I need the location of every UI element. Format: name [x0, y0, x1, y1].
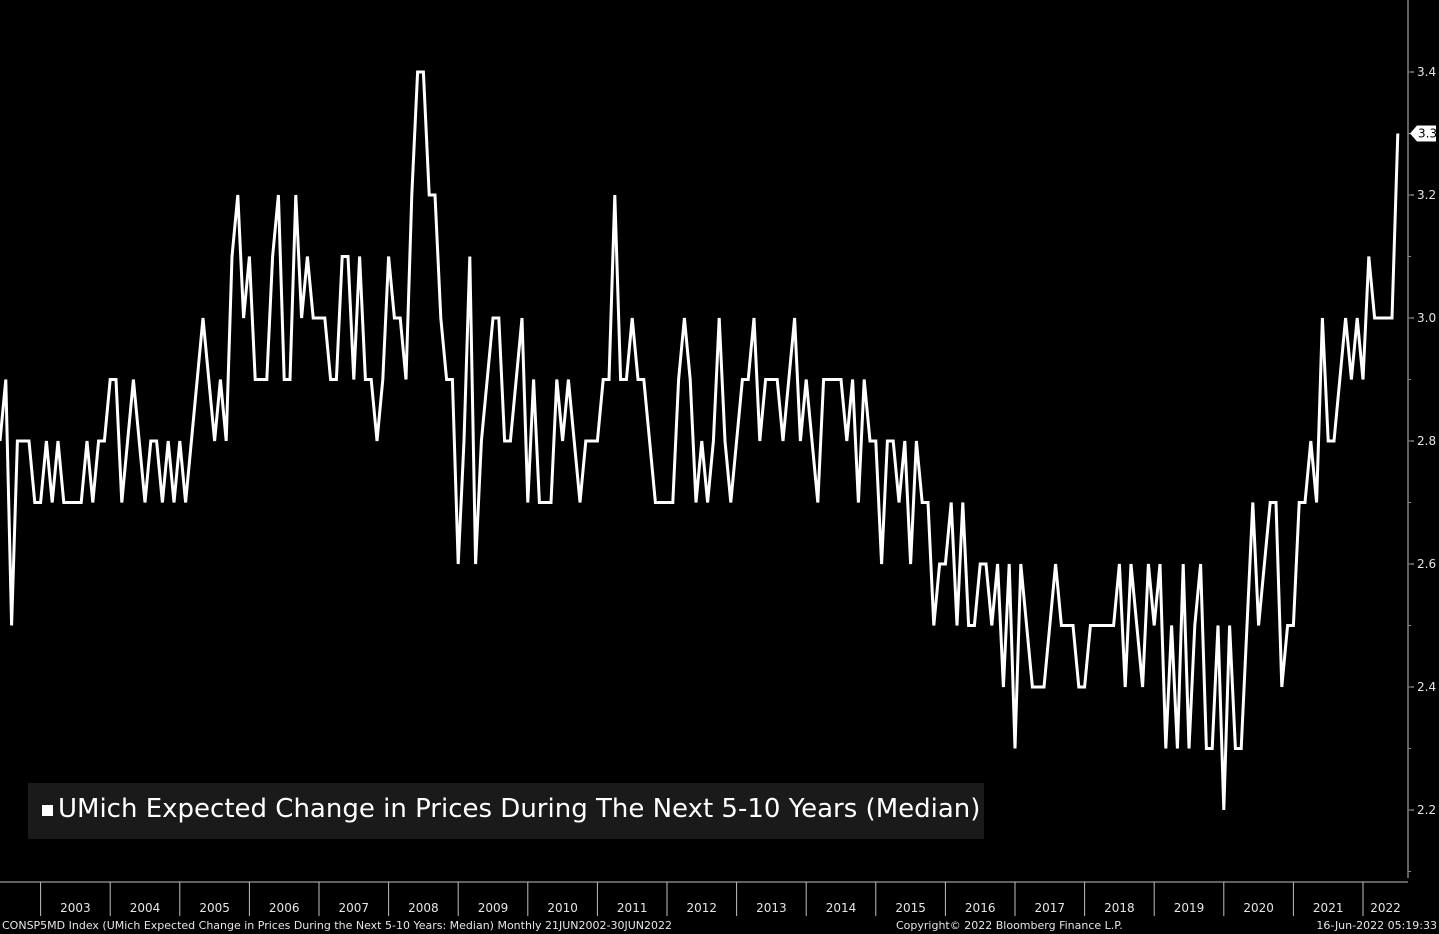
x-tick-label: 2016 — [965, 901, 996, 915]
last-value-flag-bg — [1410, 125, 1436, 142]
x-tick-label: 2022 — [1370, 901, 1401, 915]
x-tick-label: 2003 — [60, 901, 91, 915]
x-tick-label: 2004 — [130, 901, 161, 915]
last-value-flag: 3.3 — [1410, 125, 1437, 142]
last-value-label: 3.3 — [1418, 127, 1437, 141]
legend: UMich Expected Change in Prices During T… — [28, 783, 984, 839]
legend-swatch — [42, 805, 53, 816]
footer-copyright: Copyright© 2022 Bloomberg Finance L.P. — [896, 919, 1123, 932]
footer-bar: CONSP5MD Index (UMich Expected Change in… — [0, 918, 1439, 934]
y-tick-label: 3.2 — [1417, 188, 1436, 202]
x-tick-label: 2021 — [1313, 901, 1344, 915]
x-tick-label: 2009 — [478, 901, 509, 915]
x-tick-label: 2014 — [826, 901, 857, 915]
legend-series-label: UMich Expected Change in Prices During T… — [58, 794, 981, 824]
x-tick-label: 2005 — [199, 901, 230, 915]
x-tick-label: 2011 — [617, 901, 648, 915]
x-tick-label: 2006 — [269, 901, 300, 915]
y-tick-label: 2.6 — [1417, 557, 1436, 571]
y-tick-label: 2.8 — [1417, 434, 1436, 448]
x-tick-label: 2015 — [895, 901, 926, 915]
y-tick-label: 2.4 — [1417, 680, 1436, 694]
x-tick-label: 2013 — [756, 901, 787, 915]
series-line — [0, 70, 1400, 811]
y-tick-label: 2.2 — [1417, 803, 1436, 817]
x-tick-label: 2017 — [1035, 901, 1066, 915]
plot-area — [0, 70, 1400, 811]
footer-timestamp: 16-Jun-2022 05:19:33 — [1316, 919, 1437, 932]
footer-ticker-description: CONSP5MD Index (UMich Expected Change in… — [2, 919, 673, 932]
x-tick-label: 2018 — [1104, 901, 1135, 915]
x-tick-label: 2010 — [547, 901, 578, 915]
y-tick-label: 3.4 — [1417, 65, 1436, 79]
x-tick-label: 2008 — [408, 901, 439, 915]
x-tick-label: 2007 — [339, 901, 370, 915]
x-tick-label: 2019 — [1174, 901, 1205, 915]
x-axis: 2003 2004 2005 2006 2007 2008 2009 2010 2011 2012… — [0, 881, 1408, 916]
y-axis: 2.2 2.4 2.6 2.8 3.0 3.2 3.4 3.3 — [1407, 0, 1437, 878]
y-tick-label: 3.0 — [1417, 311, 1436, 325]
x-tick-label: 2020 — [1243, 901, 1274, 915]
x-tick-label: 2012 — [687, 901, 718, 915]
